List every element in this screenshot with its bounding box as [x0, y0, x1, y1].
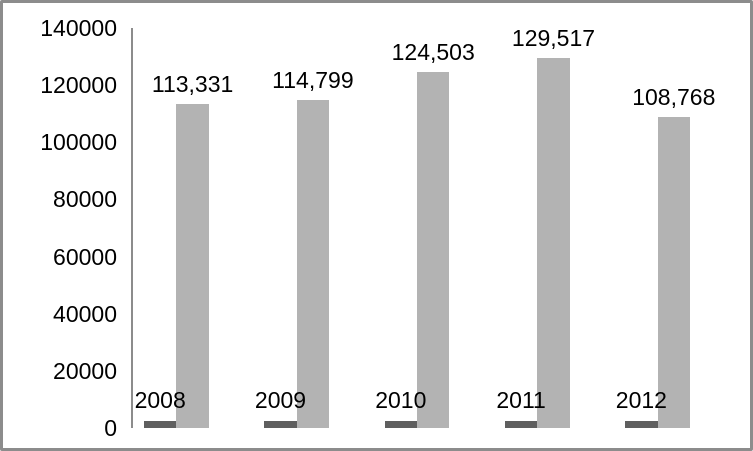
ytick-label-60000: 60000 — [53, 243, 117, 270]
plot-area: 0 20000 40000 60000 80000 100000 120000 140000 … — [3, 3, 750, 448]
bar-2012-primary-series — [657, 117, 690, 428]
y-axis-line — [131, 28, 133, 428]
ytick-label-140000: 140000 — [40, 15, 117, 41]
bar-2010-primary-series — [417, 72, 450, 428]
bar-2011-secondary-small-series — [504, 421, 538, 428]
value-label-2008: 113,331 — [151, 71, 234, 98]
category-label-2009: 2009 — [254, 387, 307, 413]
ytick-label-40000: 40000 — [53, 300, 117, 327]
bar-2012-secondary-small-series — [625, 421, 658, 428]
ytick-label-120000: 120000 — [40, 72, 117, 99]
value-label-2010: 124,503 — [391, 39, 475, 66]
bar-2008-secondary-small-series — [144, 421, 177, 428]
value-label-2012: 108,768 — [632, 84, 716, 111]
category-label-2012: 2012 — [615, 387, 667, 413]
category-label-2011: 2011 — [496, 387, 546, 413]
bar-2010-secondary-small-series — [384, 421, 417, 428]
ytick-label-20000: 20000 — [53, 357, 117, 384]
bar-2009-secondary-small-series — [264, 421, 297, 428]
value-label-2011: 129,517 — [511, 24, 596, 51]
ytick-label-0: 0 — [104, 415, 117, 441]
bar-2011-primary-series — [537, 57, 570, 428]
category-label-2008: 2008 — [134, 387, 186, 413]
category-label-2010: 2010 — [375, 387, 427, 413]
bar-2009-primary-series — [296, 100, 330, 428]
value-label-2009: 114,799 — [272, 67, 354, 93]
ytick-label-100000: 100000 — [40, 129, 117, 156]
ytick-label-80000: 80000 — [53, 186, 117, 213]
bar-2008-primary-series — [176, 104, 209, 428]
